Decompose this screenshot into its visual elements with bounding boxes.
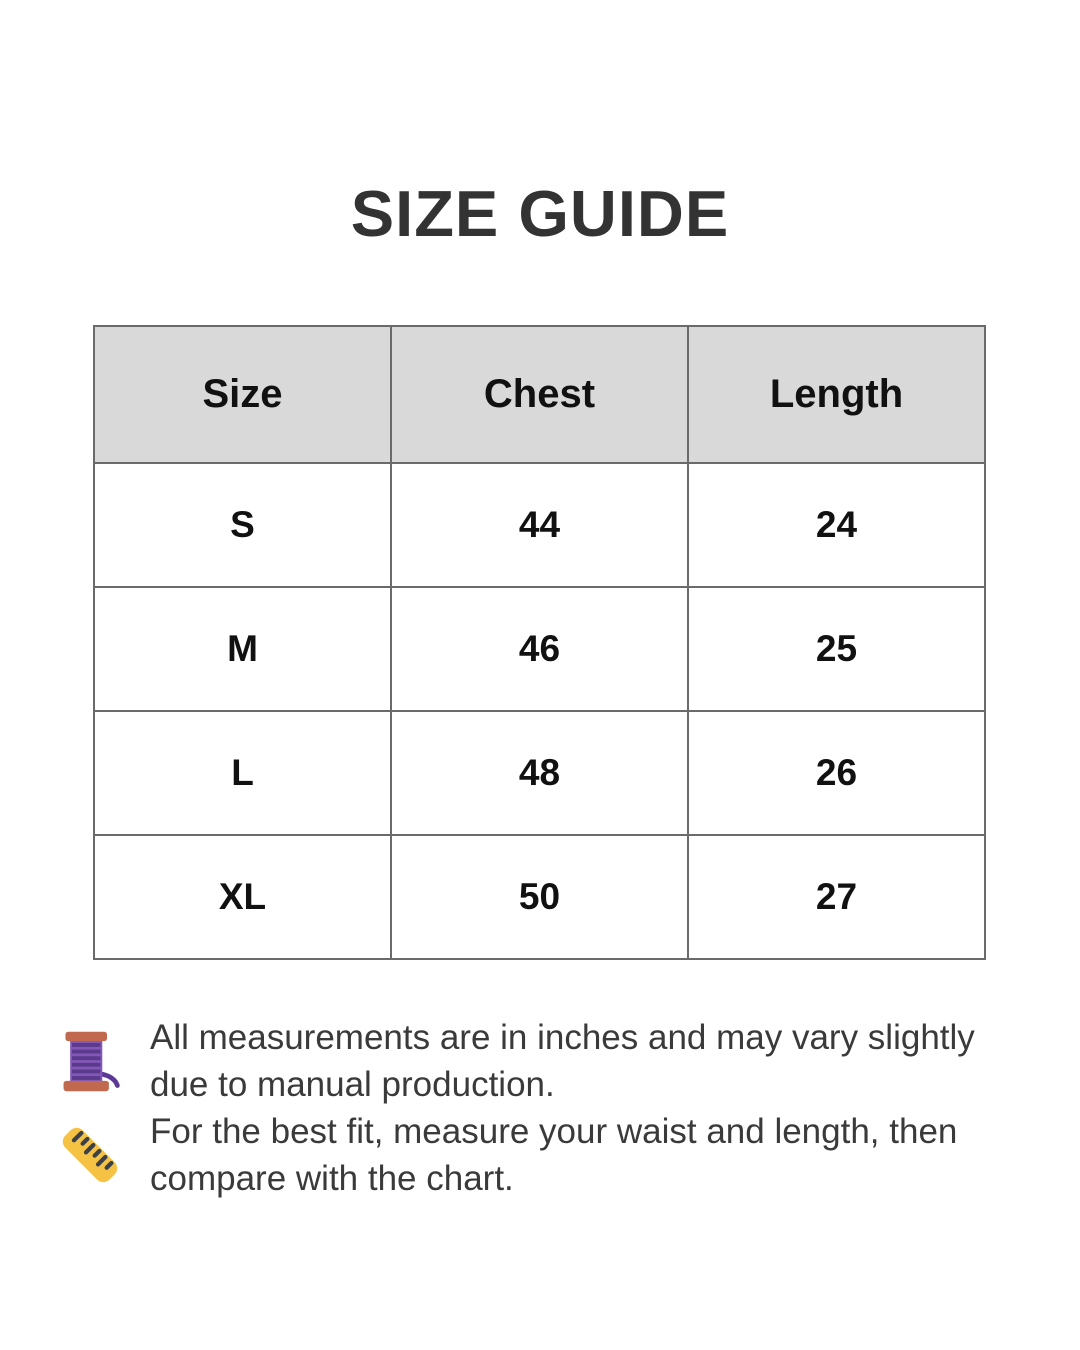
size-cell: L <box>93 710 392 836</box>
size-cell: M <box>93 586 392 712</box>
note-fit: For the best fit, measure your waist and… <box>56 1108 1026 1202</box>
notes-section: All measurements are in inches and may v… <box>56 1014 1026 1202</box>
table-row: S 44 24 <box>93 462 986 588</box>
size-table: Size Chest Length S 44 24 M 46 25 L 48 2… <box>93 325 986 960</box>
chest-cell: 50 <box>390 834 689 960</box>
note-line: compare with the chart. <box>150 1159 514 1198</box>
note-line: For the best fit, measure your waist and… <box>150 1112 958 1151</box>
ruler-icon <box>56 1121 124 1189</box>
size-cell: XL <box>93 834 392 960</box>
column-header-chest: Chest <box>390 325 689 464</box>
length-cell: 27 <box>687 834 986 960</box>
chest-cell: 46 <box>390 586 689 712</box>
length-cell: 26 <box>687 710 986 836</box>
note-line: due to manual production. <box>150 1065 555 1104</box>
column-header-length: Length <box>687 325 986 464</box>
note-text: All measurements are in inches and may v… <box>150 1014 975 1108</box>
size-cell: S <box>93 462 392 588</box>
table-row: M 46 25 <box>93 586 986 712</box>
chest-cell: 48 <box>390 710 689 836</box>
note-text: For the best fit, measure your waist and… <box>150 1108 957 1202</box>
page-title: SIZE GUIDE <box>350 177 730 250</box>
column-header-size: Size <box>93 325 392 464</box>
chest-cell: 44 <box>390 462 689 588</box>
table-row: L 48 26 <box>93 710 986 836</box>
table-row: XL 50 27 <box>93 834 986 960</box>
table-header-row: Size Chest Length <box>93 325 986 464</box>
note-measurements: All measurements are in inches and may v… <box>56 1014 1026 1108</box>
length-cell: 25 <box>687 586 986 712</box>
thread-spool-icon <box>56 1027 124 1095</box>
note-line: All measurements are in inches and may v… <box>150 1018 975 1057</box>
length-cell: 24 <box>687 462 986 588</box>
